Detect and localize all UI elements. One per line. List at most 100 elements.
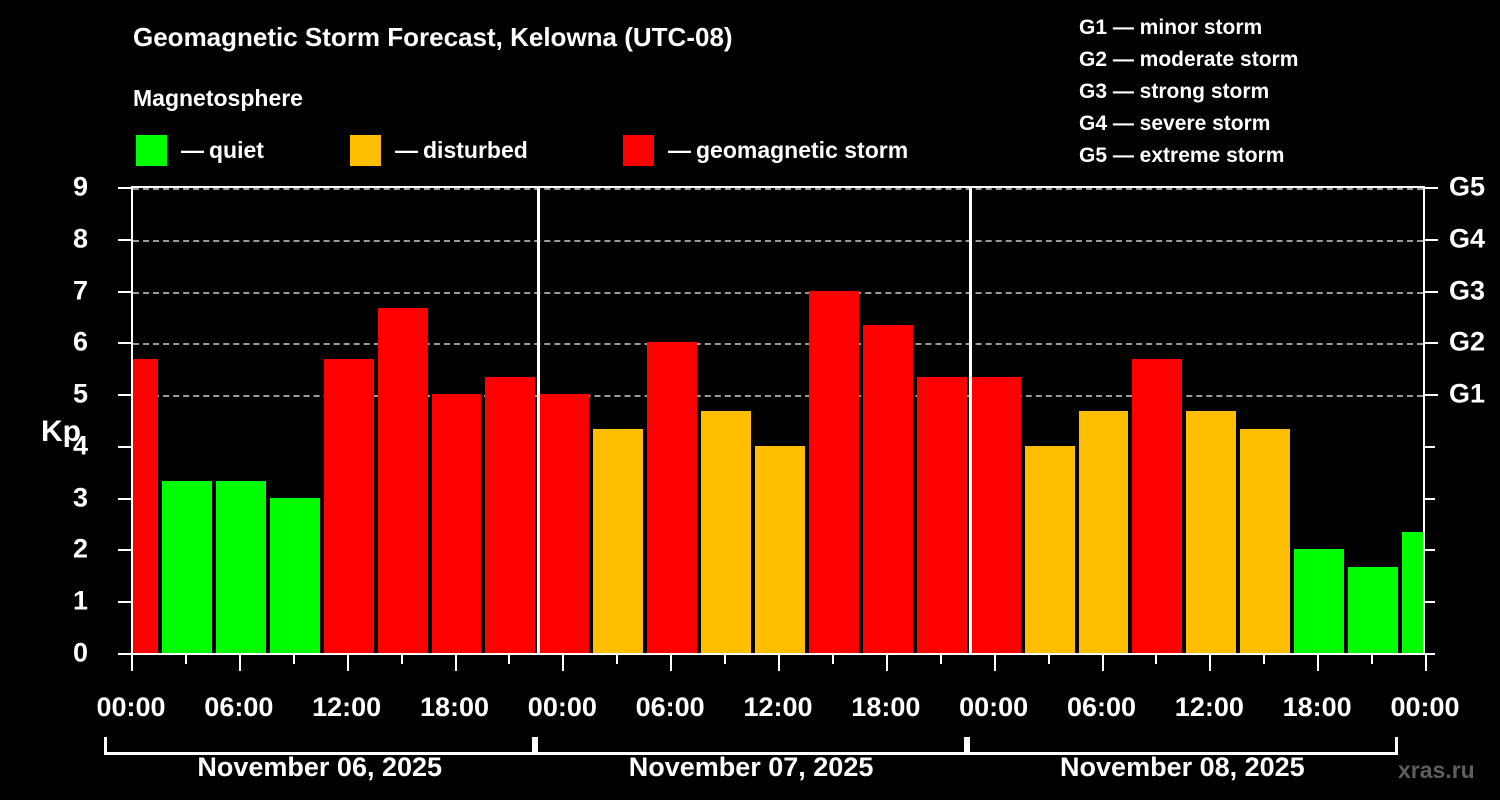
g-tick-label-G1: G1 [1449, 378, 1486, 409]
x-tick-label-4: 00:00 [527, 692, 597, 722]
g-scale-legend: G1 — minor storm G2 — moderate storm G3 — … [1079, 12, 1298, 172]
g-tick-label-G2: G2 [1449, 326, 1486, 357]
y-axis-label: Kp [41, 415, 81, 448]
g-tick-mark-G5 [1425, 187, 1438, 189]
x-tick-mark-22 [1317, 655, 1320, 671]
y-tick-label-9: 9 [72, 171, 88, 202]
legend-label-storm: geomagnetic storm [696, 136, 909, 163]
y-tick-mark-1 [118, 601, 131, 604]
bar-6 [431, 394, 482, 653]
y-tick-label-7: 7 [72, 275, 88, 306]
bar-20 [1186, 411, 1237, 653]
x-tick-mark-18 [1101, 655, 1104, 671]
legend-swatch-storm [623, 134, 654, 166]
gridline-kp-7 [133, 291, 1423, 294]
day-label-3: November 08, 2025 [1060, 752, 1305, 782]
x-tick-label-5: 06:00 [635, 692, 705, 722]
day-label-1: November 06, 2025 [197, 752, 443, 782]
legend-entry-quiet: — quiet [136, 134, 264, 166]
legend-swatch-disturbed [350, 134, 381, 166]
g-tick-mark-G3 [1425, 290, 1438, 293]
right-minor-tick-0 [1425, 653, 1435, 655]
x-tick-mark-1 [184, 655, 187, 664]
legend-label-quiet: quiet [209, 136, 264, 163]
legend-label-disturbed: disturbed [423, 136, 528, 163]
g-tick-label-G5: G5 [1449, 171, 1486, 202]
right-minor-tick-1 [1425, 601, 1435, 604]
right-minor-tick-3 [1425, 497, 1435, 500]
x-tick-mark-13 [831, 655, 834, 664]
bar-5 [377, 307, 428, 653]
bar-3 [269, 497, 320, 653]
x-tick-mark-5 [400, 655, 403, 664]
g-legend-row-4: G4 — severe storm [1079, 112, 1271, 135]
gridline-kp-5 [133, 395, 1423, 398]
x-tick-mark-3 [292, 655, 295, 664]
x-tick-mark-11 [724, 655, 727, 664]
legend-dash-icon: — [181, 136, 204, 163]
gridline-kp-6 [133, 343, 1423, 346]
bar-2 [215, 480, 266, 653]
x-tick-label-2: 12:00 [312, 692, 382, 722]
legend-entry-disturbed: — disturbed [350, 134, 528, 166]
bar-8 [539, 394, 590, 653]
day-bracket-3 [966, 737, 1399, 755]
x-tick-label-10: 12:00 [1174, 692, 1244, 722]
bar-13 [808, 290, 859, 653]
day-bracket-2 [535, 737, 967, 755]
x-tick-label-11: 18:00 [1282, 692, 1352, 722]
x-tick-label-12: 00:00 [1390, 692, 1460, 722]
watermark: xras.ru [1398, 757, 1475, 783]
x-tick-label-3: 18:00 [419, 692, 490, 722]
bar-17 [1024, 445, 1075, 653]
bar-22 [1294, 549, 1345, 653]
x-tick-mark-19 [1155, 655, 1158, 664]
day-separator-1 [537, 188, 541, 653]
day-bracket-1 [104, 737, 536, 755]
magnetosphere-label: Magnetosphere [133, 85, 303, 111]
g-tick-label-G4: G4 [1449, 223, 1486, 254]
g-legend-row-3: G3 — strong storm [1079, 80, 1270, 103]
g-legend-row-5: G5 — extreme storm [1079, 144, 1285, 167]
y-tick-mark-0 [118, 653, 131, 655]
y-tick-mark-3 [118, 497, 131, 500]
x-tick-label-7: 18:00 [851, 692, 921, 722]
g-tick-mark-G4 [1425, 238, 1438, 241]
x-tick-label-8: 00:00 [959, 692, 1029, 722]
y-tick-mark-8 [118, 238, 131, 241]
bar-4 [323, 359, 374, 653]
legend-entry-storm: — geomagnetic storm [623, 134, 908, 166]
g-tick-label-G3: G3 [1449, 275, 1486, 306]
x-tick-mark-23 [1371, 655, 1374, 664]
bar-1 [161, 480, 212, 653]
x-tick-mark-2 [238, 655, 241, 671]
g-tick-mark-G1 [1425, 394, 1438, 397]
y-tick-label-4: 4 [72, 430, 88, 461]
bar-21 [1240, 428, 1291, 653]
bar-0 [133, 359, 158, 653]
bar-14 [862, 325, 913, 653]
y-tick-label-6: 6 [72, 326, 88, 357]
x-tick-mark-24 [1425, 655, 1427, 671]
y-tick-label-2: 2 [72, 533, 88, 564]
x-tick-mark-16 [993, 655, 996, 671]
gridline-kp-8 [133, 239, 1423, 242]
y-tick-mark-4 [118, 445, 131, 448]
y-tick-mark-5 [118, 394, 131, 397]
x-tick-mark-9 [616, 655, 619, 664]
y-tick-label-1: 1 [72, 585, 88, 616]
x-tick-mark-14 [885, 655, 888, 671]
day-separator-2 [968, 188, 972, 653]
bar-19 [1132, 359, 1183, 653]
x-tick-mark-4 [346, 655, 349, 671]
bar-16 [970, 377, 1021, 653]
x-tick-mark-15 [939, 655, 942, 664]
y-tick-label-0: 0 [72, 637, 88, 668]
x-tick-label-0: 00:00 [96, 692, 166, 722]
g-legend-row-2: G2 — moderate storm [1079, 48, 1299, 71]
x-tick-mark-12 [778, 655, 780, 671]
bar-12 [755, 445, 805, 653]
g-tick-mark-G2 [1425, 342, 1438, 345]
bar-23 [1348, 566, 1399, 653]
